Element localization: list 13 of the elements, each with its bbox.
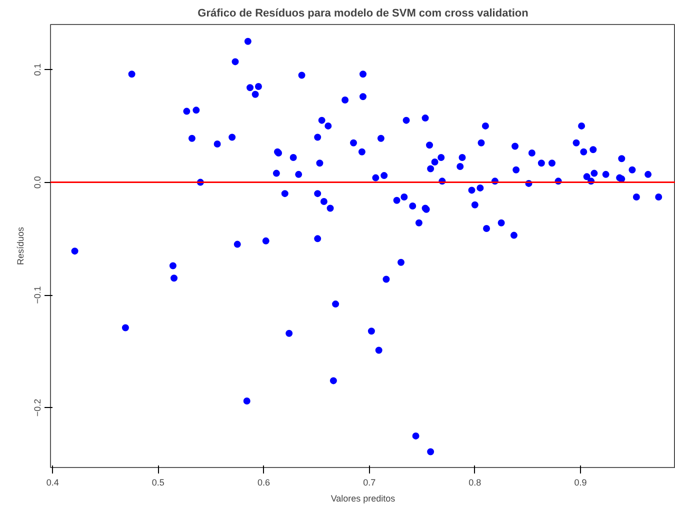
y-tick-label: −0.1 [32,286,42,304]
y-tick-label: 0.1 [32,63,42,76]
x-tick-label: 0.7 [363,478,376,488]
x-tick-label: 0.8 [468,478,482,488]
x-tick-label: 0.9 [574,478,587,488]
y-tick-label: −0.2 [32,398,42,417]
chart-title: Gráfico de Resíduos para modelo de SVM com cross validation [198,8,529,20]
x-tick-label: 0.5 [152,478,164,488]
x-tick-label: 0.6 [258,478,270,488]
x-axis-title: Valores preditos [330,494,396,504]
y-tick-label: 0.0 [32,176,42,189]
x-tick-label: 0.4 [46,478,59,488]
y-axis-title: Resíduos [16,226,26,266]
